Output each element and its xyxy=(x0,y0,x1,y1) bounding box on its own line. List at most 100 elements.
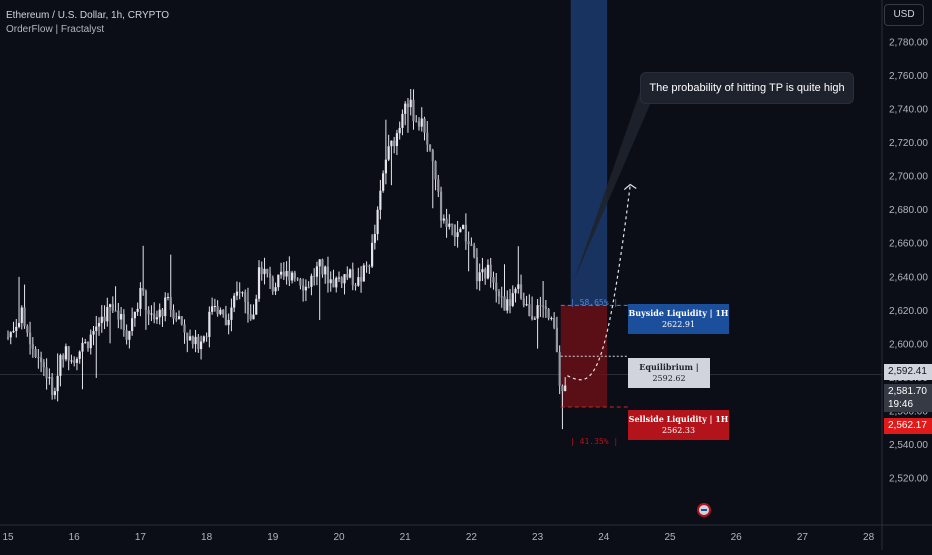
replay-flag-icon[interactable] xyxy=(697,503,711,517)
candle-body xyxy=(550,317,553,319)
candle-body xyxy=(147,309,150,315)
candle-body xyxy=(263,268,266,275)
candle-body xyxy=(420,118,423,127)
indicator-label[interactable]: OrderFlow | Fractalyst xyxy=(6,24,105,35)
buyside-percent: | 58.65% | xyxy=(570,298,619,307)
candle-body xyxy=(257,267,261,299)
sellside-value: 2562.33 xyxy=(661,426,696,435)
candle-body xyxy=(324,266,327,275)
x-tick-label: 19 xyxy=(267,532,279,543)
sellside-percent: | 41.35% | xyxy=(570,437,619,446)
y-tick-label: 2,640.00 xyxy=(889,272,928,283)
candle-body xyxy=(103,316,106,322)
candle-body xyxy=(326,266,330,284)
candle-body xyxy=(376,209,379,235)
candle-body xyxy=(525,304,528,306)
candle-body xyxy=(528,304,531,317)
probability-callout[interactable]: The probability of hitting TP is quite h… xyxy=(640,72,854,104)
candle-body xyxy=(17,323,21,327)
candle-body xyxy=(393,140,396,147)
candle-body xyxy=(555,327,559,353)
candle-body xyxy=(100,316,103,324)
candle-body xyxy=(224,314,228,326)
candle-body xyxy=(302,285,305,291)
candle-body xyxy=(177,316,181,320)
candle-body xyxy=(382,173,385,191)
candle-body xyxy=(266,268,269,274)
candle-body xyxy=(464,224,467,242)
candle-body xyxy=(296,278,299,280)
candle-body xyxy=(564,385,567,392)
candle-body xyxy=(75,358,79,363)
candle-body xyxy=(260,267,263,275)
last-price-value: 2,581.70 xyxy=(888,386,927,397)
candle-body xyxy=(291,272,294,281)
candle-body xyxy=(522,298,525,306)
candle-body xyxy=(335,277,338,288)
candle-body xyxy=(313,275,316,277)
candle-body xyxy=(208,311,211,337)
candle-body xyxy=(318,259,321,267)
candle-body xyxy=(122,314,125,331)
candle-body xyxy=(398,127,401,134)
candle-body xyxy=(412,99,415,122)
candle-body xyxy=(183,324,186,333)
candle-body xyxy=(84,342,87,344)
candle-body xyxy=(219,309,222,315)
y-tick-label: 2,620.00 xyxy=(889,306,928,317)
buyside-projection-zone xyxy=(570,0,608,306)
candle-body xyxy=(514,288,517,294)
symbol-title[interactable]: Ethereum / U.S. Dollar, 1h, CRYPTO xyxy=(6,10,170,21)
candle-body xyxy=(506,299,509,311)
candle-body xyxy=(191,336,194,345)
candle-body xyxy=(351,269,354,286)
x-tick-label: 28 xyxy=(863,532,875,543)
candle-body xyxy=(128,331,131,340)
candle-body xyxy=(439,191,443,221)
candle-body xyxy=(139,287,142,309)
candle-body xyxy=(453,224,456,237)
candle-body xyxy=(431,150,434,162)
candle-body xyxy=(450,223,454,225)
candle-body xyxy=(144,290,148,310)
candle-body xyxy=(307,286,310,288)
candle-body xyxy=(59,355,62,376)
candle-body xyxy=(78,351,81,359)
candle-body xyxy=(500,296,503,298)
candle-body xyxy=(497,291,501,297)
candle-body xyxy=(114,310,117,312)
candle-body xyxy=(359,277,363,282)
candle-body xyxy=(246,301,250,315)
candle-body xyxy=(20,307,23,324)
candle-body xyxy=(64,346,68,360)
candle-body xyxy=(97,323,101,327)
candle-body xyxy=(304,286,307,291)
buyside-liquidity-label[interactable]: Buyside Liquidity | 1H 2622.91 xyxy=(628,304,729,334)
candle-body xyxy=(426,132,429,145)
candle-body xyxy=(409,99,412,108)
y-tick-label: 2,740.00 xyxy=(889,105,928,116)
candle-body xyxy=(230,307,233,320)
candle-body xyxy=(387,146,390,160)
candle-body xyxy=(42,362,45,368)
candle-body xyxy=(519,284,523,299)
equilibrium-label[interactable]: Equilibrium | 2592.62 xyxy=(628,358,710,388)
candle-body xyxy=(199,341,203,350)
candle-body xyxy=(470,244,473,246)
candle-body xyxy=(462,224,465,229)
candle-body xyxy=(238,291,241,293)
candle-body xyxy=(530,316,534,320)
candle-body xyxy=(517,284,520,289)
candle-body xyxy=(235,291,239,296)
candle-body xyxy=(12,330,15,333)
candle-body xyxy=(92,330,95,335)
candle-body xyxy=(31,344,34,349)
x-tick-label: 27 xyxy=(797,532,809,543)
sellside-liquidity-label[interactable]: Sellside Liquidity | 1H 2562.33 xyxy=(628,410,729,440)
equilibrium-title: Equilibrium | xyxy=(639,362,699,372)
currency-button[interactable]: USD xyxy=(884,4,924,26)
candle-body xyxy=(417,121,421,127)
projection-path xyxy=(567,184,631,381)
candle-body xyxy=(40,357,43,363)
candle-body xyxy=(53,391,56,396)
